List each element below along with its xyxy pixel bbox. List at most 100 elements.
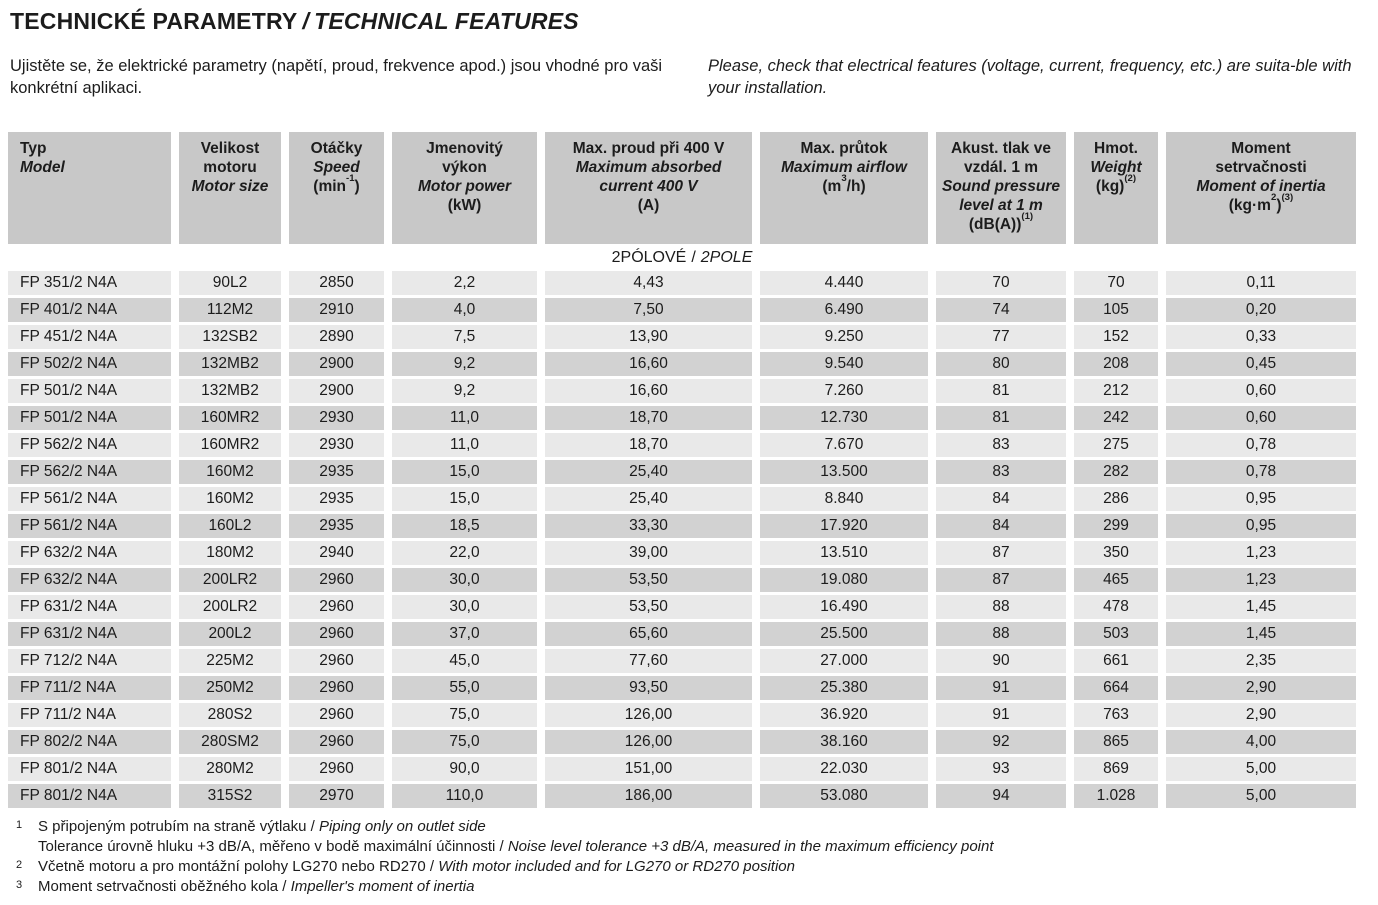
- cell-motor: 180M2: [179, 541, 281, 565]
- cell-proud: 16,60: [545, 379, 752, 403]
- cell-moment: 4,00: [1166, 730, 1356, 754]
- header-line-en: Speed: [313, 159, 360, 176]
- cell-proud: 126,00: [545, 703, 752, 727]
- table-row: FP 401/2 N4A 112M2 2910 4,0 7,50 6.490 74 105 0,…: [8, 298, 1356, 322]
- cell-vykon: 15,0: [392, 487, 537, 511]
- cell-motor: 160L2: [179, 514, 281, 538]
- cell-otacky: 2960: [289, 730, 384, 754]
- cell-motor: 280M2: [179, 757, 281, 781]
- cell-proud: 39,00: [545, 541, 752, 565]
- cell-motor: 90L2: [179, 271, 281, 295]
- intro-text-en: Please, check that electrical features (…: [708, 57, 1352, 97]
- table-row: FP 632/2 N4A 180M2 2940 22,0 39,00 13.510 87 35…: [8, 541, 1356, 565]
- cell-akust: 70: [936, 271, 1066, 295]
- cell-motor: 160M2: [179, 487, 281, 511]
- cell-vykon: 4,0: [392, 298, 537, 322]
- cell-vykon: 18,5: [392, 514, 537, 538]
- table-row: FP 712/2 N4A 225M2 2960 45,0 77,60 27.000 90 66…: [8, 649, 1356, 673]
- cell-vykon: 11,0: [392, 433, 537, 457]
- cell-proud: 7,50: [545, 298, 752, 322]
- cell-otacky: 2940: [289, 541, 384, 565]
- table-header-row: Typ Model Velikost motoru Motor size Otáčky Sp…: [8, 132, 1356, 244]
- cell-proud: 25,40: [545, 487, 752, 511]
- table-row: FP 561/2 N4A 160M2 2935 15,0 25,40 8.840 84 286…: [8, 487, 1356, 511]
- cell-proud: 53,50: [545, 568, 752, 592]
- header-line-cz: Jmenovitý: [426, 140, 503, 157]
- cell-hmot: 661: [1074, 649, 1158, 673]
- cell-vykon: 30,0: [392, 568, 537, 592]
- page-title-en: TECHNICAL FEATURES: [314, 8, 579, 34]
- section-label-en: 2POLE: [700, 248, 753, 266]
- cell-otacky: 2960: [289, 595, 384, 619]
- cell-moment: 1,45: [1166, 595, 1356, 619]
- cell-motor: 225M2: [179, 649, 281, 673]
- cell-vykon: 11,0: [392, 406, 537, 430]
- cell-prutok: 38.160: [760, 730, 928, 754]
- cell-typ: FP 562/2 N4A: [8, 433, 171, 457]
- column-header-moment: Moment setrvačnosti Moment of inertia (kg·m…: [1166, 132, 1356, 244]
- table-row: FP 801/2 N4A 280M2 2960 90,0 151,00 22.030 93 8…: [8, 757, 1356, 781]
- cell-moment: 1,23: [1166, 541, 1356, 565]
- cell-motor: 200L2: [179, 622, 281, 646]
- cell-moment: 0,60: [1166, 379, 1356, 403]
- cell-vykon: 37,0: [392, 622, 537, 646]
- cell-otacky: 2935: [289, 460, 384, 484]
- column-header-typ: Typ Model: [8, 132, 171, 244]
- cell-hmot: 763: [1074, 703, 1158, 727]
- cell-otacky: 2935: [289, 487, 384, 511]
- cell-hmot: 152: [1074, 325, 1158, 349]
- header-line-en: Motor size: [191, 178, 269, 195]
- footnotes: 1 S připojeným potrubím na straně výtlaku…: [10, 817, 1368, 897]
- cell-moment: 0,95: [1166, 514, 1356, 538]
- cell-hmot: 212: [1074, 379, 1158, 403]
- cell-motor: 160M2: [179, 460, 281, 484]
- cell-typ: FP 632/2 N4A: [8, 568, 171, 592]
- footnote-text: Moment setrvačnosti oběžného kola / Impe…: [38, 878, 475, 895]
- cell-motor: 200LR2: [179, 595, 281, 619]
- table-row: FP 451/2 N4A 132SB2 2890 7,5 13,90 9.250 77 152…: [8, 325, 1356, 349]
- cell-typ: FP 561/2 N4A: [8, 514, 171, 538]
- cell-prutok: 9.540: [760, 352, 928, 376]
- cell-prutok: 8.840: [760, 487, 928, 511]
- cell-hmot: 478: [1074, 595, 1158, 619]
- cell-moment: 2,35: [1166, 649, 1356, 673]
- header-line-cz: Velikost: [200, 140, 260, 157]
- cell-otacky: 2960: [289, 757, 384, 781]
- cell-moment: 0,11: [1166, 271, 1356, 295]
- header-line-cz: motoru: [203, 159, 257, 176]
- cell-akust: 88: [936, 622, 1066, 646]
- cell-moment: 1,45: [1166, 622, 1356, 646]
- table-row: FP 351/2 N4A 90L2 2850 2,2 4,43 4.440 70 70 0,11: [8, 271, 1356, 295]
- cell-typ: FP 631/2 N4A: [8, 622, 171, 646]
- header-line-cz: Akust. tlak ve: [951, 140, 1051, 157]
- cell-otacky: 2850: [289, 271, 384, 295]
- cell-otacky: 2910: [289, 298, 384, 322]
- cell-prutok: 19.080: [760, 568, 928, 592]
- cell-akust: 80: [936, 352, 1066, 376]
- header-line-cz: Otáčky: [310, 140, 363, 157]
- cell-moment: 2,90: [1166, 703, 1356, 727]
- footnote: Tolerance úrovně hluku +3 dB/A, měřeno v…: [12, 837, 1368, 857]
- header-line-unit: (min-1): [313, 172, 360, 195]
- cell-vykon: 2,2: [392, 271, 537, 295]
- cell-vykon: 22,0: [392, 541, 537, 565]
- table-row: FP 631/2 N4A 200LR2 2960 30,0 53,50 16.490 88 4…: [8, 595, 1356, 619]
- cell-typ: FP 802/2 N4A: [8, 730, 171, 754]
- cell-vykon: 110,0: [392, 784, 537, 808]
- technical-parameters-table: Typ Model Velikost motoru Motor size Otáčky Sp…: [0, 129, 1364, 811]
- footnote: 3 Moment setrvačnosti oběžného kola / Imp…: [12, 877, 1368, 897]
- cell-vykon: 55,0: [392, 676, 537, 700]
- cell-motor: 160MR2: [179, 433, 281, 457]
- footnote-text-en: Noise level tolerance +3 dB/A, measured …: [507, 838, 994, 855]
- cell-otacky: 2900: [289, 352, 384, 376]
- header-line-unit: (m3/h): [822, 172, 866, 195]
- cell-proud: 186,00: [545, 784, 752, 808]
- header-line-en: level at 1 m: [959, 197, 1043, 214]
- column-header-vykon: Jmenovitý výkon Motor power (kW): [392, 132, 537, 244]
- header-line-en: Maximum airflow: [781, 159, 907, 176]
- cell-typ: FP 631/2 N4A: [8, 595, 171, 619]
- cell-motor: 280SM2: [179, 730, 281, 754]
- cell-prutok: 4.440: [760, 271, 928, 295]
- cell-akust: 87: [936, 541, 1066, 565]
- cell-otacky: 2960: [289, 622, 384, 646]
